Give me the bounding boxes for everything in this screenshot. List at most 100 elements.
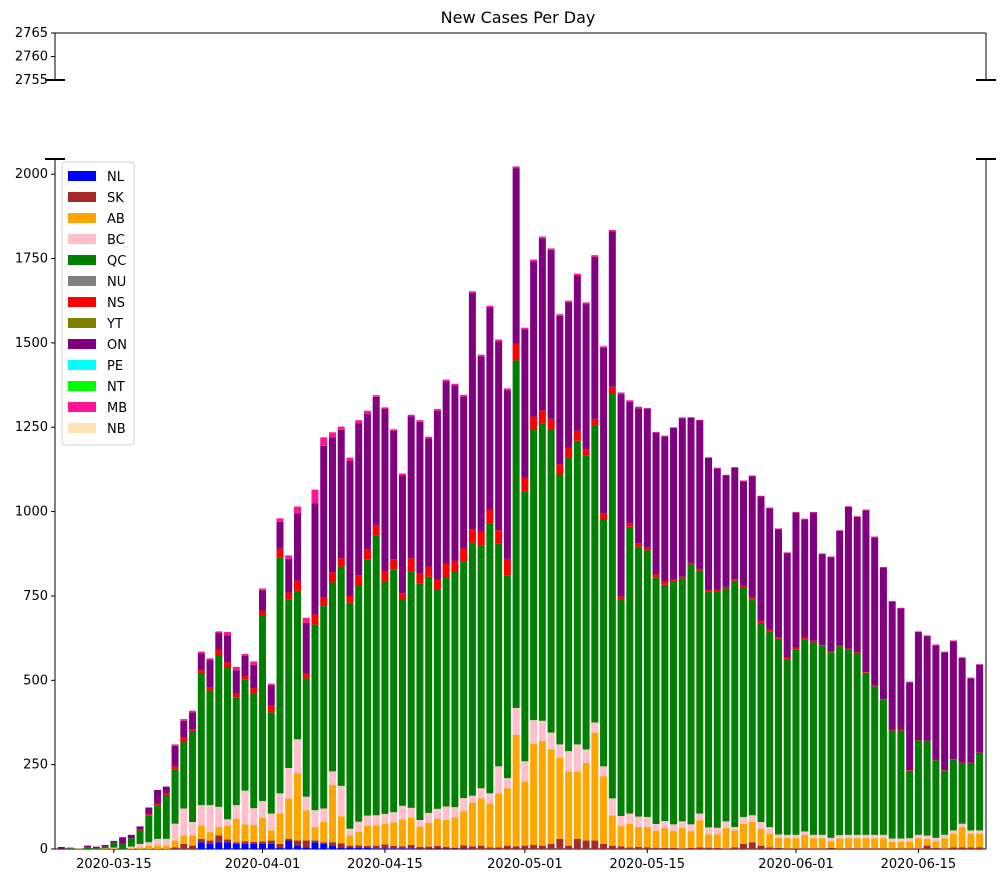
- bar-segment: [416, 583, 424, 820]
- bar-segment: [206, 840, 214, 844]
- bar-segment: [538, 423, 546, 721]
- bar-segment: [355, 845, 363, 848]
- bar-segment: [801, 831, 809, 835]
- bar-segment: [774, 837, 782, 848]
- bar-segment: [206, 690, 214, 806]
- bar-segment: [398, 848, 406, 849]
- x-tick-label: 2020-04-15: [347, 857, 423, 872]
- bar-segment: [914, 834, 922, 839]
- bar-segment: [328, 437, 336, 573]
- bar-segment: [652, 824, 660, 831]
- bar-segment: [976, 833, 984, 848]
- bar-segment: [425, 812, 433, 824]
- bar-segment: [477, 545, 485, 789]
- bar-segment: [844, 506, 852, 649]
- bar-segment: [398, 805, 406, 820]
- bar-segment: [215, 835, 223, 843]
- bar-segment: [372, 396, 380, 526]
- bar-segment: [608, 229, 616, 232]
- bar-segment: [888, 841, 896, 849]
- bar-segment: [66, 848, 74, 849]
- bar-segment: [442, 577, 450, 807]
- bar-segment: [486, 509, 494, 524]
- bar-segment: [941, 652, 949, 771]
- bar-segment: [617, 826, 625, 847]
- bar-segment: [608, 393, 616, 799]
- bar-segment: [180, 720, 188, 738]
- bar-segment: [757, 845, 765, 849]
- bar-segment: [425, 438, 433, 567]
- x-tick-label: 2020-05-15: [610, 857, 686, 872]
- bar-segment: [154, 803, 162, 806]
- bar-segment: [617, 846, 625, 849]
- bar-segment: [293, 590, 301, 740]
- bar-segment: [425, 436, 433, 439]
- bar-segment: [626, 823, 634, 848]
- bar-segment: [862, 672, 870, 835]
- bar-segment: [932, 645, 940, 760]
- bar-segment: [897, 838, 905, 842]
- bar-segment: [958, 827, 966, 848]
- bar-segment: [591, 732, 599, 841]
- bar-segment: [617, 394, 625, 597]
- bar-segment: [442, 381, 450, 564]
- bar-segment: [521, 477, 529, 492]
- bar-segment: [582, 749, 590, 763]
- bar-segment: [433, 589, 441, 809]
- bar-segment: [635, 406, 643, 409]
- bar-segment: [748, 599, 756, 816]
- bar-segment: [162, 793, 170, 796]
- bar-segment: [407, 414, 415, 417]
- bar-segment: [967, 830, 975, 834]
- bar-segment: [643, 408, 651, 409]
- bar-segment: [503, 558, 511, 576]
- bar-segment: [547, 418, 555, 429]
- bar-segment: [267, 685, 275, 706]
- bar-segment: [477, 356, 485, 532]
- bar-segment: [617, 392, 625, 395]
- bar-segment: [503, 778, 511, 789]
- bar-segment: [346, 457, 354, 461]
- bar-segment: [276, 813, 284, 844]
- bar-segment: [162, 845, 170, 849]
- bar-segment: [267, 830, 275, 841]
- bar-segment: [154, 845, 162, 849]
- bar-segment: [809, 640, 817, 643]
- bar-segment: [276, 843, 284, 848]
- bar-segment: [643, 816, 651, 828]
- bar-segment: [976, 830, 984, 834]
- bar-segment: [914, 632, 922, 741]
- bar-segment: [259, 610, 267, 616]
- bar-segment: [740, 823, 748, 844]
- bar-segment: [521, 761, 529, 782]
- bar-segment: [250, 693, 258, 809]
- y-tick-label: 750: [23, 589, 48, 604]
- legend-frame: [61, 161, 135, 446]
- bar-segment: [197, 651, 205, 654]
- bar-segment: [171, 823, 179, 841]
- bar-segment: [495, 847, 503, 849]
- bar-segment: [355, 423, 363, 576]
- bar-segment: [547, 250, 555, 419]
- bar-segment: [390, 430, 398, 560]
- bar-segment: [801, 519, 809, 638]
- bar-segment: [757, 622, 765, 823]
- bar-segment: [154, 789, 162, 804]
- bar-segment: [740, 585, 748, 588]
- bar-segment: [372, 848, 380, 849]
- bar-segment: [355, 831, 363, 846]
- bar-segment: [407, 817, 415, 845]
- bar-segment: [206, 660, 214, 688]
- bar-segment: [250, 661, 258, 665]
- bar-segment: [818, 838, 826, 849]
- bar-segment: [276, 793, 284, 814]
- bar-segment: [512, 168, 520, 344]
- y-tick-label: 2000: [15, 167, 48, 182]
- bar-segment: [809, 834, 817, 839]
- bar-segment: [766, 847, 774, 849]
- bar-segment: [92, 848, 100, 849]
- bar-segment: [967, 847, 975, 849]
- bar-segment: [180, 741, 188, 809]
- bar-segment: [687, 417, 695, 563]
- bar-segment: [407, 416, 415, 559]
